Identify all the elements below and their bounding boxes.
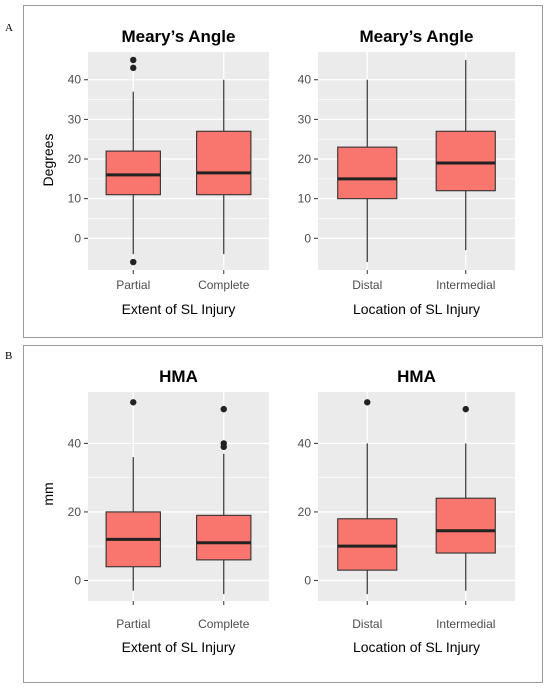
plot-3-outlier-point xyxy=(130,399,137,406)
plot-1-y-tick-label: 20 xyxy=(68,152,82,166)
plot-2-box-intermedial xyxy=(435,130,496,192)
plot-1-y-tick-label: 30 xyxy=(68,112,82,126)
plot-4-box-distal xyxy=(337,518,398,571)
plot-1-y-tick-label: 40 xyxy=(68,73,82,87)
plot-3-x-axis-title: Extent of SL Injury xyxy=(122,639,236,655)
plot-4-x-tick-label: Distal xyxy=(352,617,382,631)
plot-1-x-tick-label: Complete xyxy=(198,278,250,292)
plot-3-y-tick-label: 20 xyxy=(68,505,82,519)
plot-1-x-tick-label: Partial xyxy=(116,278,150,292)
plot-4-x-tick-label: Intermedial xyxy=(436,617,495,631)
plot-4-outlier-point xyxy=(364,399,371,406)
plot-2-x-tick-label: Distal xyxy=(352,278,382,292)
plot-2-box-distal xyxy=(337,146,398,200)
plot-3-x-tick-label: Partial xyxy=(116,617,150,631)
plot-1-outlier-point xyxy=(130,258,137,266)
plot-1-box-complete xyxy=(196,130,252,196)
panel-letter-a: A xyxy=(5,22,13,34)
plot-2-title: Meary’s Angle xyxy=(359,27,473,46)
plot-4-outlier-point xyxy=(462,405,469,413)
plot-4-y-tick-label: 20 xyxy=(298,505,312,519)
plot-3-y-tick-label: 40 xyxy=(68,436,82,450)
y-axis-title-b: mm xyxy=(40,482,56,505)
plot-1-y-tick-label: 0 xyxy=(74,231,81,245)
plot-4-y-tick-label: 0 xyxy=(304,573,311,587)
plot-2-y-tick-label: 0 xyxy=(304,231,311,245)
plot-1-box-partial xyxy=(105,150,161,196)
plot-3-y-tick-label: 0 xyxy=(74,573,81,587)
plot-1-outlier-point xyxy=(130,56,137,64)
plot-1-outlier-point xyxy=(130,64,137,72)
plot-2-x-axis-title: Location of SL Injury xyxy=(353,301,480,317)
plot-3-background xyxy=(88,392,269,601)
plot-2-y-tick-label: 20 xyxy=(298,152,312,166)
plot-4-box-intermedial xyxy=(435,497,496,554)
plot-3-outlier-point xyxy=(220,440,227,447)
plot-1-x-axis-title: Extent of SL Injury xyxy=(122,301,236,317)
plot-3-box-complete xyxy=(196,514,252,561)
plot-2-y-tick-label: 10 xyxy=(298,192,312,206)
plot-3-x-tick-label: Complete xyxy=(198,617,250,631)
plot-2-x-tick-label: Intermedial xyxy=(436,278,495,292)
y-axis-title-a: Degrees xyxy=(40,134,56,187)
plot-2-y-tick-label: 40 xyxy=(298,73,312,87)
plot-4-y-tick-label: 40 xyxy=(298,436,312,450)
plot-1-title: Meary’s Angle xyxy=(121,27,235,46)
plot-4-x-axis-title: Location of SL Injury xyxy=(353,639,480,655)
plot-3-outlier-point xyxy=(220,405,227,413)
plot-2-y-tick-label: 30 xyxy=(298,112,312,126)
plot-3-title: HMA xyxy=(159,367,198,386)
plot-1-y-tick-label: 10 xyxy=(68,192,82,206)
panel-letter-b: B xyxy=(5,350,13,362)
plot-4-title: HMA xyxy=(397,367,436,386)
